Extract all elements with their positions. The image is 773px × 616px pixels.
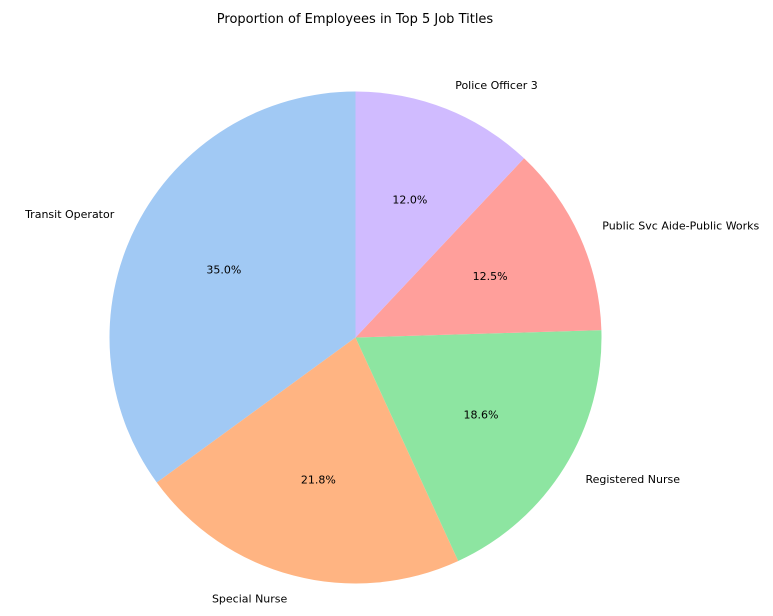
percent-label-transit-operator: 35.0% — [206, 264, 241, 277]
pie-slice-transit-operator — [109, 91, 356, 483]
slice-label-special-nurse: Special Nurse — [212, 592, 288, 605]
pie-labels: Transit Operator 35.0% Special Nurse 21.8% R… — [24, 79, 759, 605]
percent-label-public-svc-aide-public-works: 12.5% — [473, 270, 508, 283]
slice-label-police-officer-3: Police Officer 3 — [455, 79, 538, 92]
slice-label-transit-operator: Transit Operator — [24, 208, 115, 221]
slice-label-public-svc-aide-public-works: Public Svc Aide-Public Works — [602, 219, 759, 232]
slice-label-registered-nurse: Registered Nurse — [585, 473, 680, 486]
chart-title: Proportion of Employees in Top 5 Job Tit… — [217, 12, 494, 27]
percent-label-police-officer-3: 12.0% — [392, 193, 427, 206]
pie-slice-public-svc-aide-public-works — [355, 158, 602, 338]
percent-label-registered-nurse: 18.6% — [463, 408, 498, 421]
pie-slice-police-officer-3 — [355, 91, 525, 338]
pie-slice-special-nurse — [156, 337, 459, 584]
pie-slices — [109, 91, 602, 584]
pie-slice-registered-nurse — [355, 330, 602, 562]
percent-label-special-nurse: 21.8% — [301, 473, 336, 486]
